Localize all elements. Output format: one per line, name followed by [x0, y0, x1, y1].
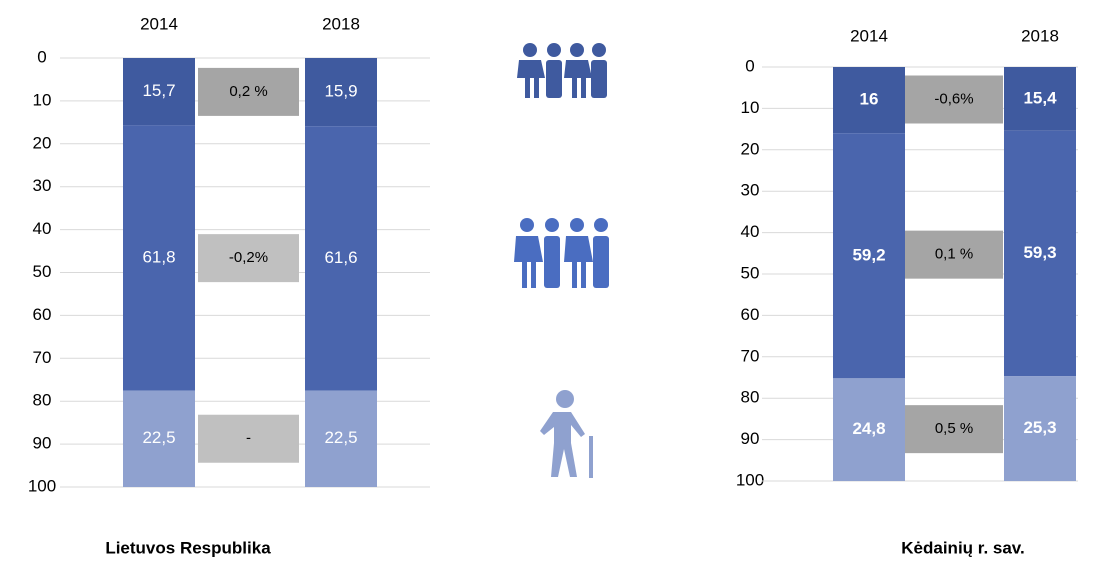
y-tick-label: 70 — [741, 346, 760, 365]
bar-segment — [1004, 67, 1076, 131]
icon-adults — [514, 218, 609, 288]
value-label: 22,5 — [324, 428, 357, 447]
change-box — [198, 414, 299, 463]
change-label: 0,2 % — [229, 83, 267, 100]
icon-children — [517, 43, 607, 98]
change-label: 0,1 % — [935, 246, 973, 263]
y-tick-label: 50 — [33, 262, 52, 281]
change-box — [198, 67, 299, 116]
change-label: -0,2% — [229, 249, 268, 266]
bar-segment — [305, 390, 377, 487]
y-tick-label: 30 — [33, 176, 52, 195]
value-label: 61,8 — [142, 247, 175, 266]
y-tick-label: 60 — [741, 305, 760, 324]
chart-title: Lietuvos Respublika — [105, 538, 271, 557]
bar-segment — [123, 390, 195, 487]
x-tick-label: 2014 — [850, 26, 888, 45]
change-box — [905, 405, 1003, 454]
y-tick-label: 0 — [745, 56, 754, 75]
y-tick-label: 20 — [741, 139, 760, 158]
y-tick-label: 90 — [741, 429, 760, 448]
y-tick-label: 50 — [741, 263, 760, 282]
bar-segment — [833, 133, 905, 379]
value-label: 61,6 — [324, 248, 357, 267]
value-label: 59,3 — [1023, 243, 1056, 262]
x-tick-label: 2014 — [140, 14, 178, 33]
value-label: 59,2 — [852, 245, 885, 264]
y-tick-label: 10 — [33, 90, 52, 109]
y-tick-label: 100 — [28, 476, 56, 495]
y-tick-label: 90 — [33, 434, 52, 453]
bar-segment — [123, 125, 195, 391]
icon-elderly — [540, 390, 593, 478]
y-tick-label: 100 — [736, 470, 764, 489]
chart-title: Kėdainių r. sav. — [901, 538, 1024, 557]
y-tick-label: 70 — [33, 348, 52, 367]
bar-segment — [833, 378, 905, 481]
y-tick-label: 80 — [33, 391, 52, 410]
change-box — [905, 230, 1003, 279]
bar-segment — [123, 58, 195, 126]
change-box — [905, 75, 1003, 124]
y-tick-label: 30 — [741, 181, 760, 200]
bar-segment — [305, 126, 377, 391]
bar-segment — [305, 58, 377, 127]
bar-segment — [1004, 376, 1076, 481]
change-label: 0,5 % — [935, 420, 973, 437]
value-label: 16 — [860, 90, 879, 109]
value-label: 15,4 — [1023, 88, 1057, 107]
change-label: - — [246, 430, 251, 447]
x-tick-label: 2018 — [322, 14, 360, 33]
change-label: -0,6% — [934, 90, 973, 107]
y-tick-label: 40 — [33, 219, 52, 238]
change-box — [198, 234, 299, 283]
value-label: 15,9 — [324, 82, 357, 101]
value-label: 25,3 — [1023, 418, 1056, 437]
y-tick-label: 20 — [33, 133, 52, 152]
y-tick-label: 40 — [741, 222, 760, 241]
value-label: 22,5 — [142, 428, 175, 447]
bar-segment — [833, 67, 905, 134]
y-tick-label: 0 — [37, 47, 46, 66]
value-label: 24,8 — [852, 419, 885, 438]
y-tick-label: 10 — [741, 98, 760, 117]
y-tick-label: 80 — [741, 388, 760, 407]
y-tick-label: 60 — [33, 305, 52, 324]
bar-segment — [1004, 130, 1076, 377]
value-label: 15,7 — [142, 81, 175, 100]
x-tick-label: 2018 — [1021, 26, 1059, 45]
